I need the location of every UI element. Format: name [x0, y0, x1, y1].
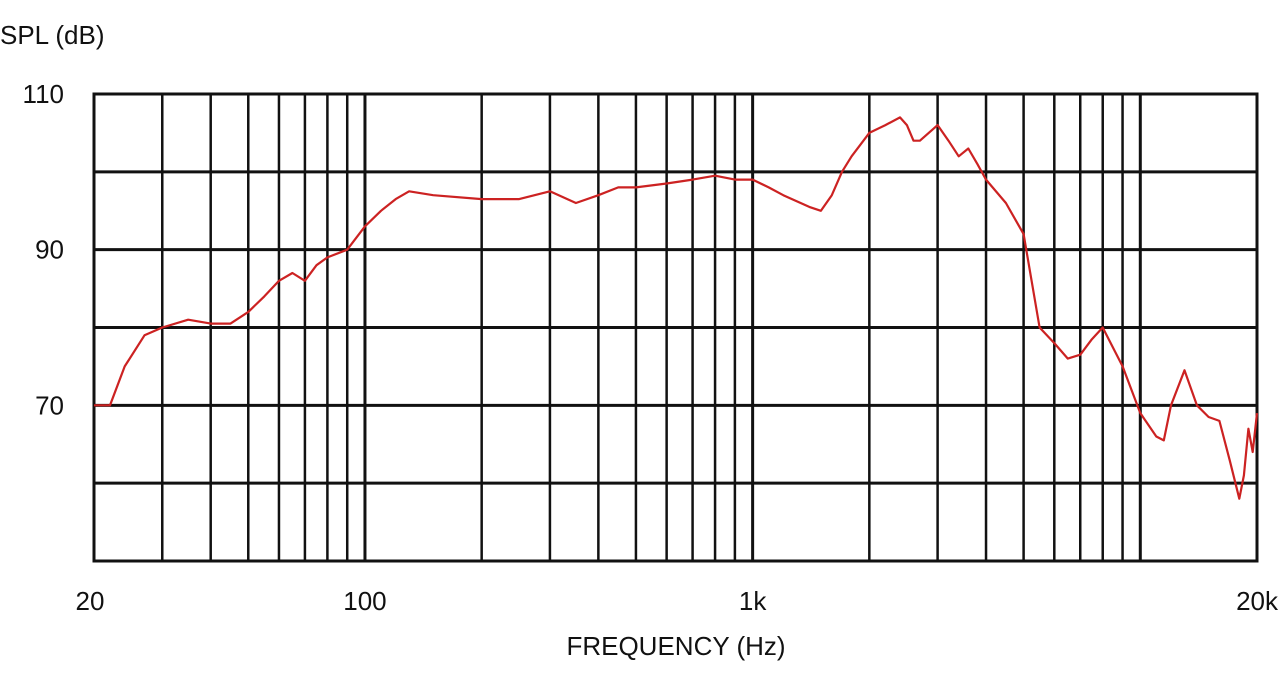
tick-labels: 110 90 70 20 100 1k 20k: [23, 79, 1279, 616]
y-tick-label: 90: [35, 235, 64, 265]
major-grid: [94, 170, 1257, 485]
x-tick-label: 100: [343, 586, 386, 616]
y-tick-label: 70: [35, 390, 64, 420]
series-layer: [94, 116, 1259, 500]
y-tick-label: 110: [23, 79, 64, 109]
plot-frame: [92, 92, 1259, 563]
spl-response-line: [94, 116, 1259, 500]
x-tick-label: 20: [76, 586, 105, 616]
x-tick-label: 1k: [739, 586, 767, 616]
x-tick-label: 20k: [1236, 586, 1279, 616]
x-axis-title: FREQUENCY (Hz): [566, 631, 785, 661]
y-axis-title: SPL (dB): [0, 20, 105, 50]
